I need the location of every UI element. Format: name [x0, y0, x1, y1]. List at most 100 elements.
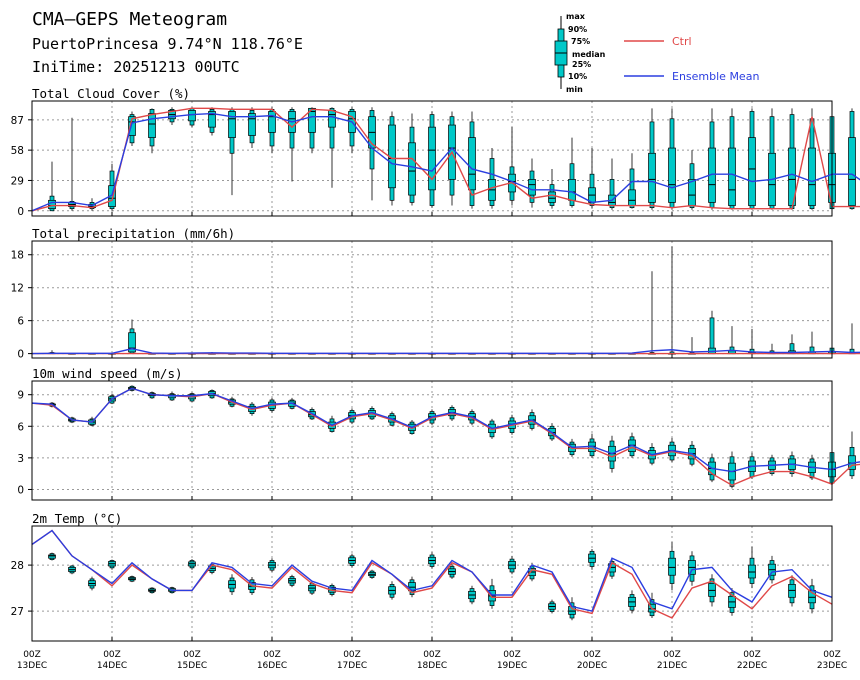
box-p25-p75: [128, 332, 136, 353]
ensemble-mean-line: [31, 387, 860, 473]
ensemble-box: [628, 590, 636, 614]
x-day-label: 20DEC: [577, 661, 607, 671]
meteogram-title: CMA—GEPS Meteogram: [32, 9, 227, 30]
ensemble-box: [748, 328, 756, 355]
ctrl-line: [31, 107, 860, 212]
y-tick-label: 87: [11, 115, 24, 127]
y-tick-label: 0: [17, 484, 24, 496]
panel-frame: [31, 240, 833, 359]
ensemble-box: [108, 559, 116, 570]
ensemble-box: [188, 559, 196, 570]
x-hour-label: 00Z: [183, 650, 201, 660]
x-day-label: 14DEC: [97, 661, 127, 671]
box-p25-p75: [308, 107, 316, 133]
ensemble-box: [748, 546, 756, 589]
box-p25-p75: [528, 179, 536, 196]
ensemble-box: [228, 574, 236, 595]
x-day-label: 19DEC: [497, 661, 527, 671]
box-p25-p75: [628, 189, 636, 206]
ensemble-box: [88, 576, 96, 591]
legend: max 90% 75% median 25% 10% min Ctrl Ense…: [554, 12, 759, 94]
box-p10-p90: [629, 168, 635, 208]
box-p25-p75: [48, 554, 56, 559]
wind-speed-panel: 0 3 6 9: [17, 380, 860, 501]
ensemble-box: [428, 552, 436, 569]
ensemble-box: [608, 158, 616, 210]
ensemble-box: [808, 331, 816, 355]
x-axis-labels: 00Z13DEC00Z14DEC00Z15DEC00Z16DEC00Z17DEC…: [17, 650, 847, 671]
ensemble-box: [728, 326, 736, 355]
box-p25-p75: [668, 147, 676, 203]
x-day-label: 15DEC: [177, 661, 207, 671]
y-tick-label: 6: [17, 316, 24, 328]
ensemble-box: [768, 555, 776, 584]
box-p25-p75: [228, 111, 236, 138]
ensemble-box: [48, 552, 56, 561]
ensemble-box: [648, 108, 656, 210]
ensemble-box: [408, 576, 416, 598]
ensemble-box: [788, 334, 796, 355]
ensemble-box: [708, 310, 716, 355]
legend-ctrl-label: Ctrl: [672, 35, 692, 48]
box-p25-p75: [748, 137, 756, 206]
box-p25-p75: [688, 179, 696, 206]
box-p25-p75: [428, 126, 436, 191]
box-p25-p75: [648, 152, 656, 203]
panel-frame: [31, 100, 833, 217]
ensemble-box: [348, 107, 356, 154]
legend-p90: 90%: [568, 25, 587, 34]
y-tick-label: 0: [17, 206, 24, 218]
x-day-label: 23DEC: [817, 661, 847, 671]
box-p25-p75: [728, 147, 736, 206]
legend-min: min: [566, 85, 583, 94]
ensemble-box: [268, 107, 276, 154]
legend-max: max: [566, 12, 586, 21]
ensemble-mean-line: [31, 347, 860, 355]
ensemble-box: [188, 107, 196, 128]
ensemble-box: [68, 565, 76, 575]
box-p25-p75: [148, 113, 156, 138]
y-tick-label: 27: [11, 606, 24, 618]
ensemble-box: [508, 555, 516, 575]
ensemble-box: [68, 117, 76, 211]
ensemble-box: [688, 551, 696, 586]
box-p25-p75: [208, 111, 216, 128]
ensemble-box: [228, 107, 236, 196]
y-tick-label: 9: [17, 390, 24, 402]
ensemble-box: [808, 108, 816, 210]
ensemble-box: [708, 108, 716, 210]
ensemble-box: [848, 323, 856, 355]
ensemble-box: [548, 599, 556, 614]
box-p25-p75: [268, 111, 276, 133]
panel-title-cloud: Total Cloud Cover (%): [32, 86, 190, 101]
ensemble-box: [448, 564, 456, 579]
y-tick-label: 28: [11, 560, 24, 572]
ensemble-box: [488, 148, 496, 209]
ensemble-box: [308, 107, 316, 154]
box-p25-p75: [668, 557, 676, 576]
ensemble-box: [368, 569, 376, 579]
x-hour-label: 00Z: [343, 650, 361, 660]
x-day-label: 18DEC: [417, 661, 447, 671]
box-p25-p75: [48, 199, 56, 210]
ensemble-box: [148, 587, 156, 594]
ensemble-box: [668, 108, 676, 210]
ensemble-box: [788, 575, 796, 607]
x-hour-label: 00Z: [263, 650, 281, 660]
ensemble-box: [668, 542, 676, 591]
ensemble-box: [548, 168, 556, 209]
panel-title-wind: 10m wind speed (m/s): [32, 366, 183, 381]
y-tick-label: 18: [11, 250, 24, 262]
x-day-label: 17DEC: [337, 661, 367, 671]
box-p25-p75: [248, 113, 256, 136]
ensemble-box: [848, 108, 856, 210]
init-time: IniTime: 20251213 00UTC: [32, 58, 240, 76]
panel-title-temp: 2m Temp (°C): [32, 511, 122, 526]
legend-box-glyph: [554, 16, 568, 89]
ensemble-box: [288, 574, 296, 588]
ensemble-box: [468, 111, 476, 209]
ensemble-box: [648, 271, 656, 355]
x-day-label: 21DEC: [657, 661, 687, 671]
x-hour-label: 00Z: [663, 650, 681, 660]
x-day-label: 13DEC: [17, 661, 47, 671]
